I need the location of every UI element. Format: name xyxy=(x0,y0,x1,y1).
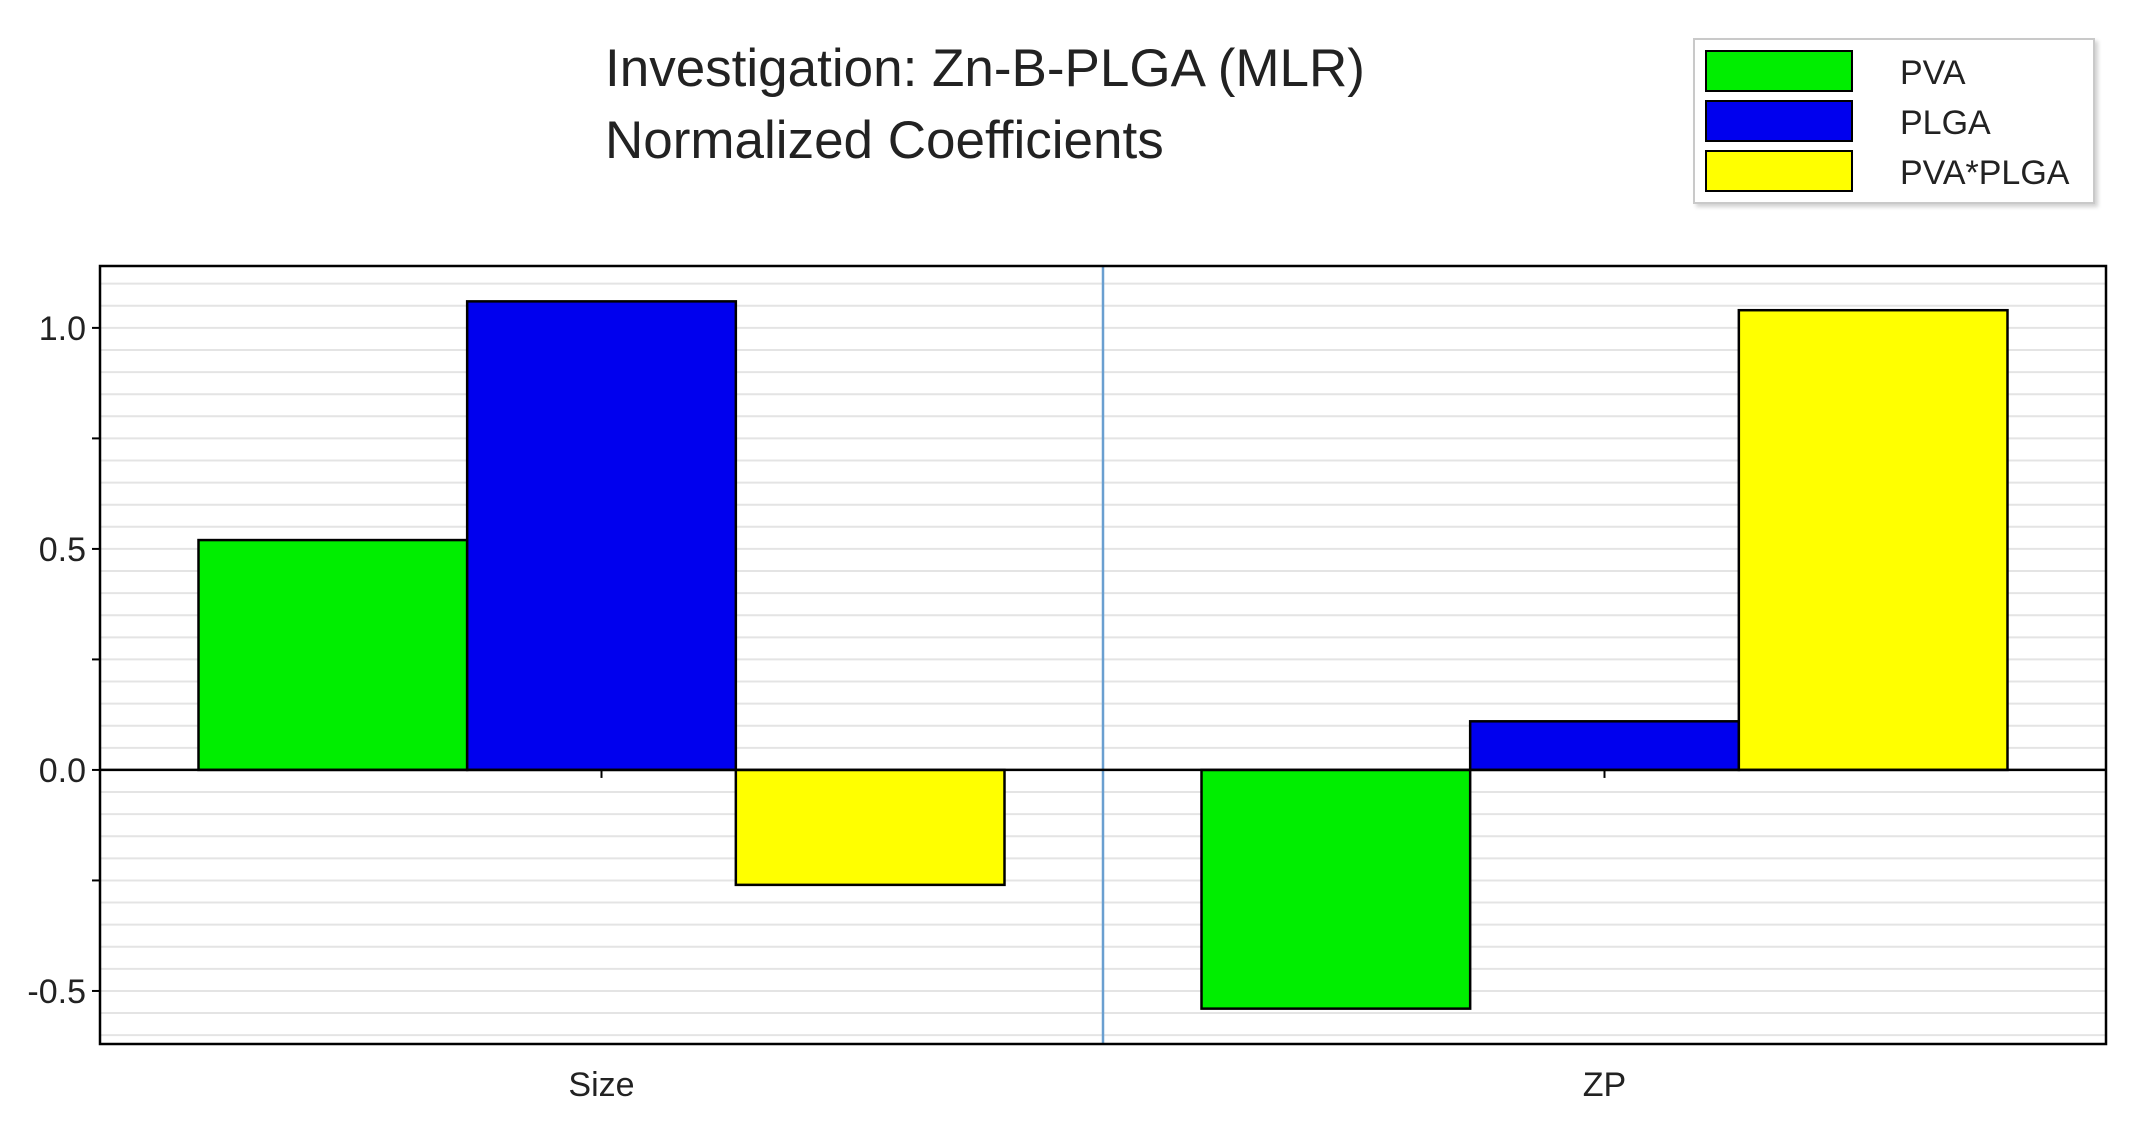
bar-zp-pva xyxy=(1200,768,1472,1010)
y-tick-label: 0.5 xyxy=(39,531,86,569)
legend-swatch-pva xyxy=(1705,50,1853,92)
legend-swatch-pva-plga xyxy=(1705,150,1853,192)
chart-title: Investigation: Zn-B-PLGA (MLR) xyxy=(605,39,1365,98)
y-tick-label: 0.0 xyxy=(39,752,86,790)
chart-subtitle: Normalized Coefficients xyxy=(605,111,1164,170)
y-tick-label: 1.0 xyxy=(39,310,86,348)
bar-size-plga xyxy=(465,300,738,772)
bar-size-pva xyxy=(197,538,469,772)
bar-zp-plga xyxy=(1468,720,1741,772)
legend: PVA PLGA PVA*PLGA xyxy=(1693,38,2095,204)
x-tick-label: ZP xyxy=(1583,1066,1626,1104)
y-tick-label: -0.5 xyxy=(27,973,86,1011)
legend-swatch-plga xyxy=(1705,100,1853,142)
plot-frame xyxy=(98,264,2108,1046)
bar-size-pva-plga xyxy=(734,768,1006,887)
legend-label-pva-plga: PVA*PLGA xyxy=(1900,154,2070,192)
x-tick-label: Size xyxy=(568,1066,634,1104)
legend-label-pva: PVA xyxy=(1900,54,1966,92)
legend-label-plga: PLGA xyxy=(1900,104,1991,142)
bar-zp-pva-plga xyxy=(1737,308,2009,772)
